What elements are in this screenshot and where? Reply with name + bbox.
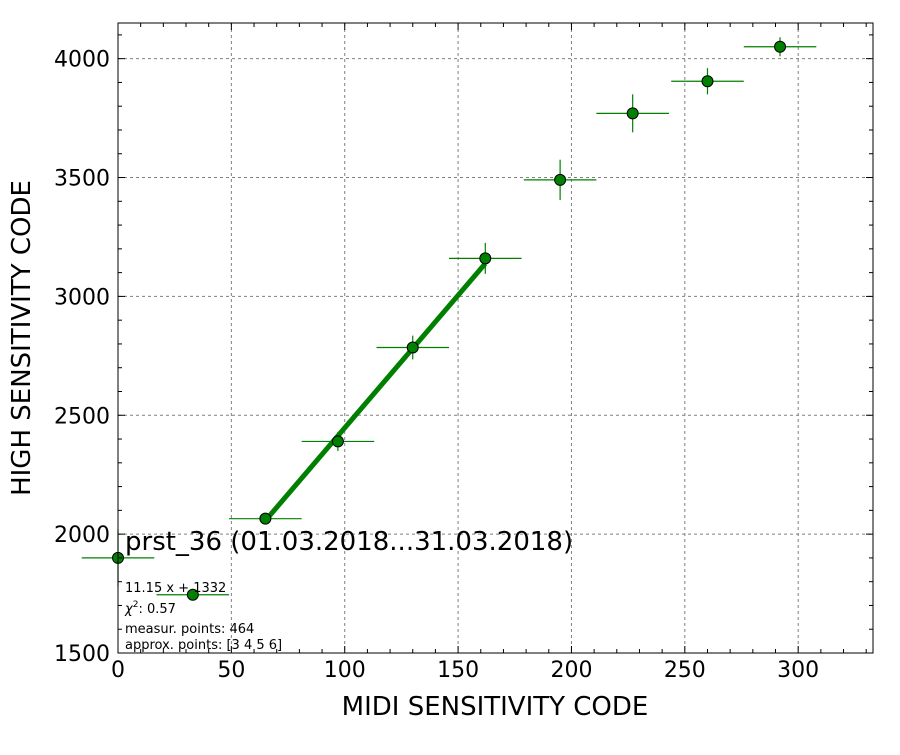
fit-equation-label: 11.15 x + 1332: [125, 581, 226, 596]
x-tick-label: 50: [217, 658, 245, 683]
data-point: [479, 252, 492, 265]
ticks-layer: 0 50 100 150 200 250 300 1500 2000 2500 3000 3500 40…: [54, 23, 873, 683]
y-tick-label: 2500: [54, 404, 110, 429]
y-tick-label: 3000: [54, 285, 110, 310]
plot-frame: [117, 22, 874, 654]
x-tick-label: 150: [437, 658, 479, 683]
y-tick-label: 2000: [54, 523, 110, 548]
chi-squared-label: χ2: 0.57: [124, 600, 176, 617]
data-point: [701, 75, 714, 88]
data-point: [554, 173, 567, 186]
y-tick-label: 3500: [54, 167, 110, 192]
y-axis-label: HIGH SENSITIVITY CODE: [7, 180, 37, 496]
x-axis-label: MIDI SENSITIVITY CODE: [342, 692, 649, 722]
measured-points-label: measur. points: 464: [125, 622, 254, 637]
x-tick-label: 200: [550, 658, 592, 683]
x-tick-label: 0: [111, 658, 125, 683]
chi-squared-value: : 0.57: [138, 602, 175, 617]
y-tick-label: 1500: [54, 642, 110, 667]
data-point: [626, 107, 639, 120]
data-point: [259, 512, 272, 525]
x-tick-label: 100: [324, 658, 366, 683]
data-point: [186, 588, 199, 601]
data-point: [774, 40, 787, 53]
y-tick-label: 4000: [54, 48, 110, 73]
chart-title: prst_36 (01.03.2018...31.03.2018): [125, 527, 573, 557]
x-tick-label: 300: [777, 658, 819, 683]
grid-layer: [118, 23, 873, 653]
approx-points-label: approx. points: [3 4 5 6]: [125, 638, 282, 653]
fit-line: [263, 261, 488, 523]
data-point: [406, 341, 419, 354]
data-point: [331, 435, 344, 448]
fit-line-layer: [263, 261, 488, 523]
x-tick-label: 250: [664, 658, 706, 683]
data-points-layer: [81, 37, 817, 601]
